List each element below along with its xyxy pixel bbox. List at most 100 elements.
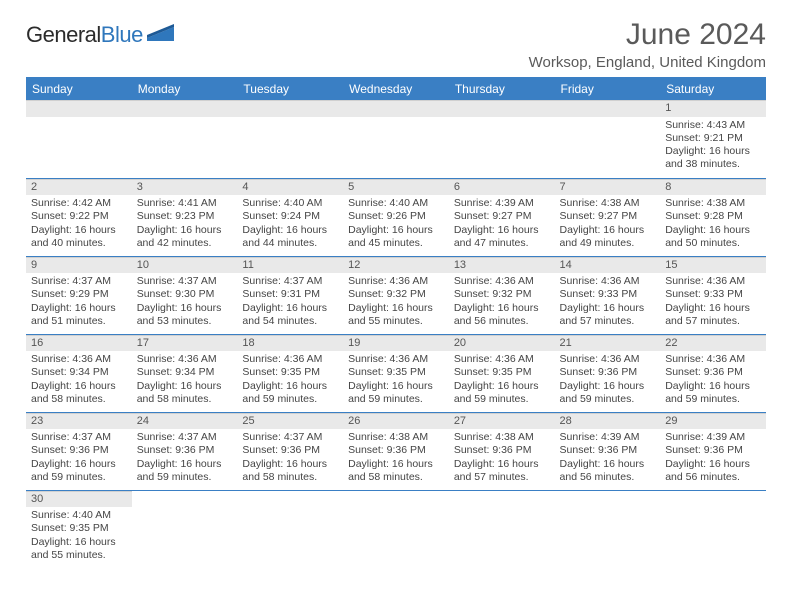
sunset-line: Sunset: 9:32 PM (348, 288, 444, 301)
calendar-cell: 6Sunrise: 4:39 AMSunset: 9:27 PMDaylight… (449, 178, 555, 256)
calendar-cell: 12Sunrise: 4:36 AMSunset: 9:32 PMDayligh… (343, 256, 449, 334)
sunrise-line: Sunrise: 4:39 AM (560, 431, 656, 444)
calendar-cell-empty (237, 100, 343, 178)
calendar-cell-empty (26, 100, 132, 178)
sunrise-line: Sunrise: 4:39 AM (454, 197, 550, 210)
calendar-table: SundayMondayTuesdayWednesdayThursdayFrid… (26, 77, 766, 568)
day-number: 8 (660, 179, 766, 196)
sunset-line: Sunset: 9:36 PM (242, 444, 338, 457)
daylight-line: Daylight: 16 hours and 53 minutes. (137, 302, 233, 328)
day-body: Sunrise: 4:40 AMSunset: 9:24 PMDaylight:… (237, 195, 343, 253)
day-number: 30 (26, 491, 132, 508)
sunset-line: Sunset: 9:36 PM (137, 444, 233, 457)
daylight-line: Daylight: 16 hours and 50 minutes. (665, 224, 761, 250)
calendar-cell: 27Sunrise: 4:38 AMSunset: 9:36 PMDayligh… (449, 412, 555, 490)
daylight-line: Daylight: 16 hours and 55 minutes. (348, 302, 444, 328)
day-number: 11 (237, 257, 343, 274)
daylight-line: Daylight: 16 hours and 57 minutes. (665, 302, 761, 328)
day-number: 26 (343, 413, 449, 430)
sunset-line: Sunset: 9:31 PM (242, 288, 338, 301)
day-number: 14 (555, 257, 661, 274)
sunset-line: Sunset: 9:36 PM (348, 444, 444, 457)
sunset-line: Sunset: 9:26 PM (348, 210, 444, 223)
day-body: Sunrise: 4:36 AMSunset: 9:32 PMDaylight:… (343, 273, 449, 331)
day-body: Sunrise: 4:38 AMSunset: 9:36 PMDaylight:… (343, 429, 449, 487)
sunrise-line: Sunrise: 4:41 AM (137, 197, 233, 210)
day-number: 2 (26, 179, 132, 196)
daylight-line: Daylight: 16 hours and 51 minutes. (31, 302, 127, 328)
sunset-line: Sunset: 9:28 PM (665, 210, 761, 223)
daylight-line: Daylight: 16 hours and 45 minutes. (348, 224, 444, 250)
day-body: Sunrise: 4:39 AMSunset: 9:36 PMDaylight:… (660, 429, 766, 487)
day-number: 28 (555, 413, 661, 430)
daylight-line: Daylight: 16 hours and 59 minutes. (242, 380, 338, 406)
daylight-line: Daylight: 16 hours and 42 minutes. (137, 224, 233, 250)
daylight-line: Daylight: 16 hours and 59 minutes. (665, 380, 761, 406)
sunset-line: Sunset: 9:27 PM (454, 210, 550, 223)
day-number: 5 (343, 179, 449, 196)
calendar-cell: 10Sunrise: 4:37 AMSunset: 9:30 PMDayligh… (132, 256, 238, 334)
calendar-cell: 8Sunrise: 4:38 AMSunset: 9:28 PMDaylight… (660, 178, 766, 256)
daylight-line: Daylight: 16 hours and 57 minutes. (454, 458, 550, 484)
day-number: 17 (132, 335, 238, 352)
sunset-line: Sunset: 9:36 PM (560, 366, 656, 379)
sunrise-line: Sunrise: 4:36 AM (137, 353, 233, 366)
day-number: 1 (660, 100, 766, 117)
calendar-cell-empty (343, 100, 449, 178)
calendar-cell: 2Sunrise: 4:42 AMSunset: 9:22 PMDaylight… (26, 178, 132, 256)
sunrise-line: Sunrise: 4:36 AM (560, 275, 656, 288)
calendar-cell: 9Sunrise: 4:37 AMSunset: 9:29 PMDaylight… (26, 256, 132, 334)
day-body: Sunrise: 4:39 AMSunset: 9:36 PMDaylight:… (555, 429, 661, 487)
calendar-cell: 22Sunrise: 4:36 AMSunset: 9:36 PMDayligh… (660, 334, 766, 412)
day-body: Sunrise: 4:40 AMSunset: 9:35 PMDaylight:… (26, 507, 132, 565)
sunset-line: Sunset: 9:24 PM (242, 210, 338, 223)
calendar-cell: 17Sunrise: 4:36 AMSunset: 9:34 PMDayligh… (132, 334, 238, 412)
day-body: Sunrise: 4:36 AMSunset: 9:35 PMDaylight:… (237, 351, 343, 409)
day-body: Sunrise: 4:43 AMSunset: 9:21 PMDaylight:… (660, 117, 766, 175)
sunrise-line: Sunrise: 4:37 AM (137, 431, 233, 444)
daylight-line: Daylight: 16 hours and 59 minutes. (137, 458, 233, 484)
daylight-line: Daylight: 16 hours and 55 minutes. (31, 536, 127, 562)
day-body: Sunrise: 4:36 AMSunset: 9:34 PMDaylight:… (26, 351, 132, 409)
sunset-line: Sunset: 9:36 PM (665, 444, 761, 457)
day-body: Sunrise: 4:36 AMSunset: 9:36 PMDaylight:… (555, 351, 661, 409)
calendar-cell-empty (555, 490, 661, 568)
day-number: 4 (237, 179, 343, 196)
weekday-header: Sunday (26, 78, 132, 101)
day-number: 21 (555, 335, 661, 352)
sunset-line: Sunset: 9:36 PM (454, 444, 550, 457)
weekday-header: Wednesday (343, 78, 449, 101)
day-number: 16 (26, 335, 132, 352)
weekday-header: Monday (132, 78, 238, 101)
sunrise-line: Sunrise: 4:37 AM (31, 275, 127, 288)
sunrise-line: Sunrise: 4:38 AM (454, 431, 550, 444)
weekday-header: Saturday (660, 78, 766, 101)
day-number: 23 (26, 413, 132, 430)
sunset-line: Sunset: 9:35 PM (31, 522, 127, 535)
sunrise-line: Sunrise: 4:39 AM (665, 431, 761, 444)
daylight-line: Daylight: 16 hours and 58 minutes. (348, 458, 444, 484)
daylight-line: Daylight: 16 hours and 49 minutes. (560, 224, 656, 250)
calendar-cell-empty (449, 490, 555, 568)
brand-logo: GeneralBlue (26, 18, 175, 48)
daylight-line: Daylight: 16 hours and 44 minutes. (242, 224, 338, 250)
sunrise-line: Sunrise: 4:43 AM (665, 119, 761, 132)
day-number: 13 (449, 257, 555, 274)
calendar-cell: 24Sunrise: 4:37 AMSunset: 9:36 PMDayligh… (132, 412, 238, 490)
daylight-line: Daylight: 16 hours and 58 minutes. (242, 458, 338, 484)
daylight-line: Daylight: 16 hours and 56 minutes. (560, 458, 656, 484)
day-body: Sunrise: 4:37 AMSunset: 9:29 PMDaylight:… (26, 273, 132, 331)
sunrise-line: Sunrise: 4:36 AM (665, 353, 761, 366)
location-subtitle: Worksop, England, United Kingdom (529, 54, 766, 71)
day-body: Sunrise: 4:37 AMSunset: 9:31 PMDaylight:… (237, 273, 343, 331)
day-number: 25 (237, 413, 343, 430)
calendar-cell: 14Sunrise: 4:36 AMSunset: 9:33 PMDayligh… (555, 256, 661, 334)
sunrise-line: Sunrise: 4:38 AM (560, 197, 656, 210)
day-body: Sunrise: 4:38 AMSunset: 9:36 PMDaylight:… (449, 429, 555, 487)
daylight-line: Daylight: 16 hours and 47 minutes. (454, 224, 550, 250)
calendar-cell: 23Sunrise: 4:37 AMSunset: 9:36 PMDayligh… (26, 412, 132, 490)
calendar-cell: 5Sunrise: 4:40 AMSunset: 9:26 PMDaylight… (343, 178, 449, 256)
daylight-line: Daylight: 16 hours and 59 minutes. (560, 380, 656, 406)
calendar-cell: 13Sunrise: 4:36 AMSunset: 9:32 PMDayligh… (449, 256, 555, 334)
daylight-line: Daylight: 16 hours and 56 minutes. (454, 302, 550, 328)
